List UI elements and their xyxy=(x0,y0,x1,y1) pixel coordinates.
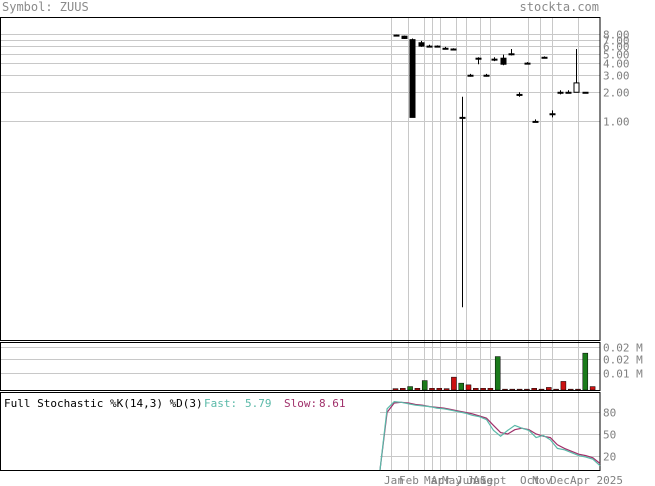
price-panel-frame xyxy=(0,17,601,341)
candle-body xyxy=(442,47,449,50)
volume-bar xyxy=(524,388,530,391)
price-tick-label: 5.00 xyxy=(603,49,630,62)
candle-body xyxy=(524,62,531,65)
volume-panel: 0.02 M0.02 M0.01 M xyxy=(392,342,643,391)
candle-body xyxy=(582,91,589,94)
volume-bar xyxy=(465,384,472,391)
stochastic-panel: 80 50 20 xyxy=(379,400,616,471)
candle-body xyxy=(450,48,457,51)
fast-line xyxy=(379,400,601,471)
x-tick-label: Jun xyxy=(456,474,476,486)
price-tick-label: 2.00 xyxy=(603,87,630,100)
candle-body xyxy=(508,53,515,56)
volume-bar xyxy=(458,382,464,391)
volume-tick-label: 0.02 M xyxy=(603,354,643,367)
slow-value: 8.61 xyxy=(319,397,346,410)
volume-bar xyxy=(451,376,457,391)
x-tick-label: Feb xyxy=(399,474,419,486)
x-tick-label: May xyxy=(442,474,462,486)
candle-body xyxy=(500,57,507,65)
volume-bar xyxy=(546,387,552,391)
x-tick-label: Apr 2025 xyxy=(570,474,623,486)
symbol-label: Symbol: ZUUS xyxy=(2,0,89,14)
volume-bar xyxy=(436,388,443,391)
stochastic-tick-label: 80 xyxy=(603,407,616,420)
price-tick-label: 7.00 xyxy=(603,35,630,48)
volume-bar xyxy=(487,388,494,391)
volume-tick-label: 0.02 M xyxy=(603,342,643,355)
x-tick-label: Oct xyxy=(520,474,540,486)
fast-label: Fast: xyxy=(204,397,237,410)
stochastic-tick-label: 50 xyxy=(603,429,616,442)
volume-bar xyxy=(473,388,479,391)
volume-bar xyxy=(567,388,574,391)
volume-bar xyxy=(575,388,581,391)
volume-tick-label: 0.01 M xyxy=(603,368,643,381)
slow-line xyxy=(379,401,601,471)
volume-bar xyxy=(531,388,537,391)
x-tick-label: Aug xyxy=(473,474,493,486)
x-tick-label: Mar xyxy=(424,474,444,486)
volume-bar xyxy=(494,356,501,391)
candle-body xyxy=(541,56,548,59)
stochastic-title: Full Stochastic %K(14,3) %D(3) xyxy=(4,397,203,410)
x-tick-label: Nov xyxy=(532,474,552,486)
price-tick-label: 4.00 xyxy=(603,58,630,71)
volume-bar xyxy=(429,388,435,391)
volume-bar xyxy=(553,388,559,391)
candle-body xyxy=(557,91,564,94)
candle-body xyxy=(549,113,556,116)
volume-bar xyxy=(480,388,486,391)
candle-body xyxy=(475,57,482,60)
candle-body xyxy=(418,42,425,47)
x-tick-label: Sept xyxy=(480,474,507,486)
volume-bar xyxy=(421,380,428,391)
candle-body xyxy=(393,34,400,37)
price-tick-label: 3.00 xyxy=(603,70,630,83)
panel-frames xyxy=(0,17,601,471)
price-panel: 8.007.006.005.004.003.00 2.00 1.00 xyxy=(393,29,630,308)
candle-body xyxy=(491,58,498,61)
candle-body xyxy=(565,91,572,94)
candle-body xyxy=(467,74,474,77)
volume-bar xyxy=(502,388,508,391)
stochastic-tick-label: 20 xyxy=(603,451,616,464)
volume-bar xyxy=(407,386,413,391)
volume-bar xyxy=(392,388,399,391)
volume-bar xyxy=(538,388,545,391)
volume-bar xyxy=(400,388,406,391)
price-tick-label: 8.00 xyxy=(603,29,630,42)
volume-bar xyxy=(516,388,523,391)
x-tick-label: Jan xyxy=(384,474,404,486)
volume-panel-frame xyxy=(0,342,601,391)
volume-bar xyxy=(509,388,516,391)
x-tick-label: Apr xyxy=(431,474,451,486)
slow-label: Slow: xyxy=(284,397,317,410)
volume-bar xyxy=(582,352,589,391)
x-tick-label: Jul xyxy=(467,474,487,486)
fast-value: 5.79 xyxy=(245,397,272,410)
candle-body xyxy=(459,116,466,119)
price-tick-label: 1.00 xyxy=(603,116,630,129)
volume-bar xyxy=(560,381,567,391)
volume-bar xyxy=(443,388,450,391)
candle-body xyxy=(516,93,523,96)
price-tick-label: 6.00 xyxy=(603,41,630,54)
site-label: stockta.com xyxy=(519,0,599,14)
candle-body xyxy=(426,45,433,48)
candle-body xyxy=(532,120,539,123)
x-tick-label: Dec xyxy=(550,474,570,486)
candle-body xyxy=(483,74,490,77)
stochastic-panel-frame xyxy=(0,392,601,471)
candle-body xyxy=(401,35,408,39)
candle-body xyxy=(434,45,441,48)
volume-bar xyxy=(589,386,596,391)
candle-body xyxy=(573,82,580,93)
candle-body xyxy=(409,39,416,118)
volume-bar xyxy=(414,388,421,391)
